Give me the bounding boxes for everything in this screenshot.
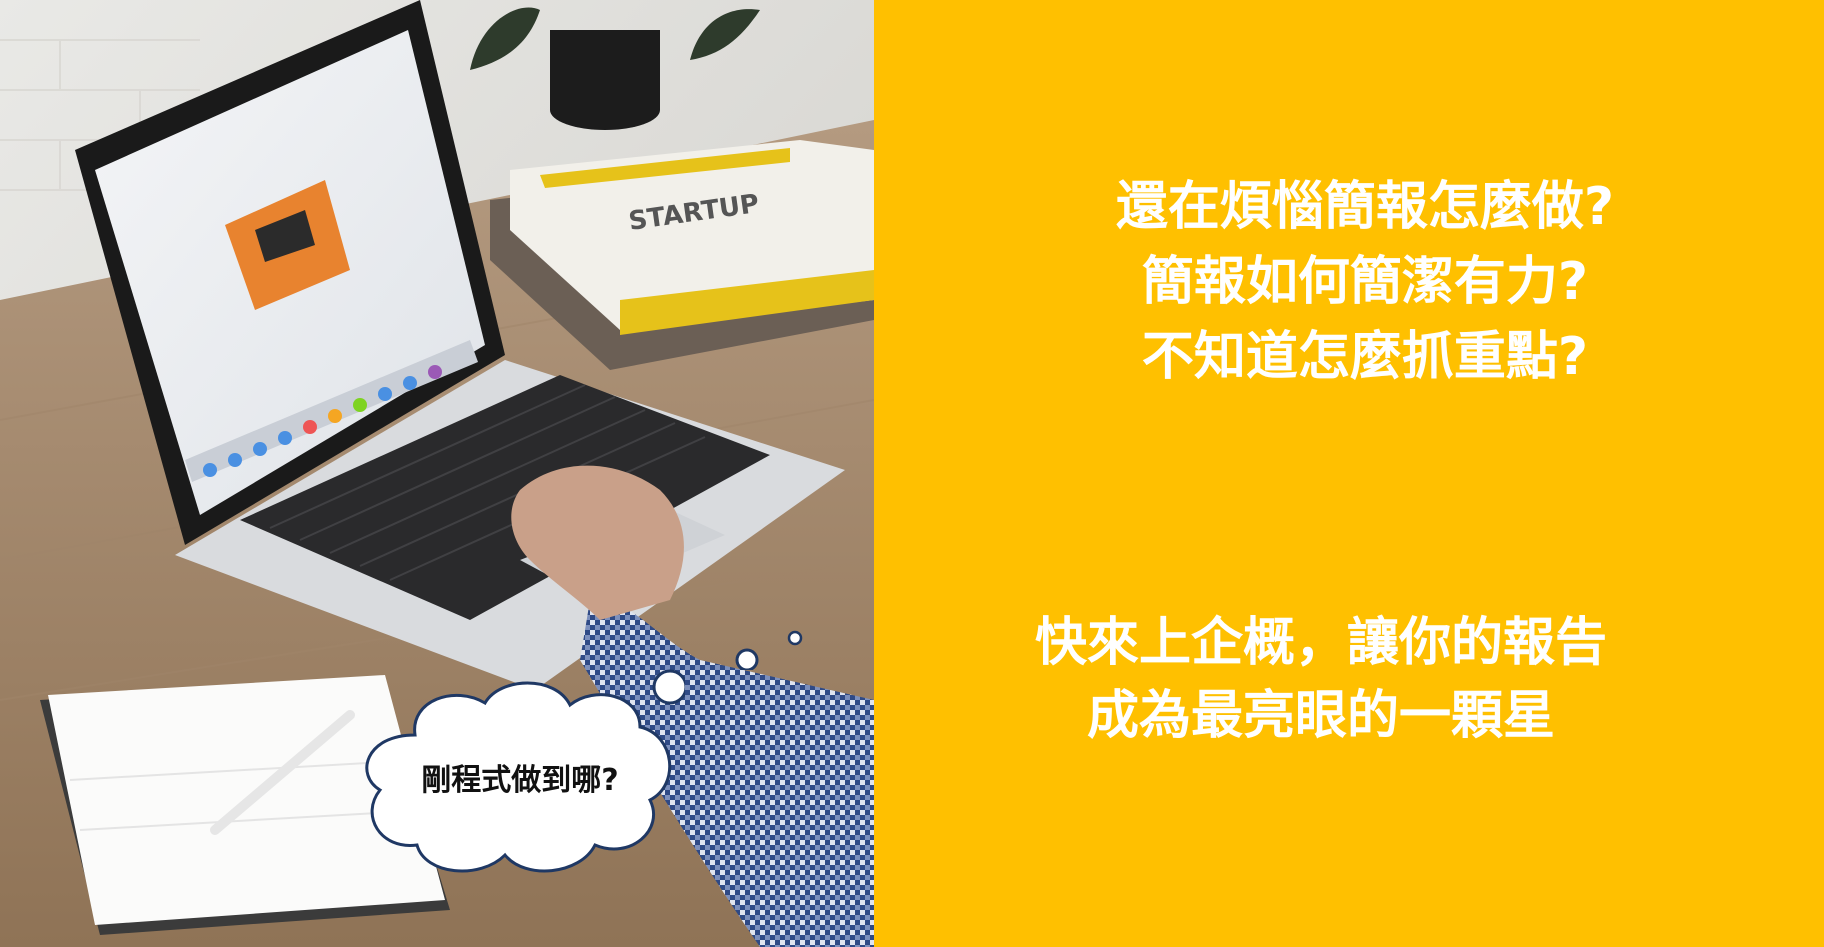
laptop bbox=[75, 0, 845, 690]
plant bbox=[470, 7, 760, 130]
question-line-1: 還在煩惱簡報怎麼做? bbox=[1115, 177, 1615, 237]
pen bbox=[210, 710, 355, 835]
thought-bubble-text: 剛程式做到哪? bbox=[421, 763, 619, 798]
yellow-panel: 還在煩惱簡報怎麼做? 簡報如何簡潔有力? 不知道怎麼抓重點? 快來上企概，讓你的… bbox=[874, 0, 1824, 947]
notebook bbox=[40, 675, 450, 935]
keyboard bbox=[240, 375, 770, 620]
call-to-action-block: 快來上企概，讓你的報告 成為最亮眼的一顆星 bbox=[846, 607, 1796, 753]
bubble-dot-medium bbox=[735, 648, 759, 670]
cta-line-1: 快來上企概，讓你的報告 bbox=[1034, 613, 1607, 673]
thought-bubble bbox=[365, 669, 685, 873]
bubble-dot-large bbox=[652, 669, 685, 705]
cta-line-2: 成為最亮眼的一顆星 bbox=[1086, 686, 1555, 746]
hand bbox=[511, 465, 684, 620]
questions-block: 還在煩惱簡報怎麼做? 簡報如何簡潔有力? 不知道怎麼抓重點? bbox=[890, 170, 1824, 395]
question-line-2: 簡報如何簡潔有力? bbox=[1141, 252, 1589, 312]
workspace-photo: STARTUP bbox=[0, 0, 874, 947]
bubble-dot-small bbox=[787, 630, 803, 646]
books-stack: STARTUP bbox=[490, 140, 874, 370]
question-line-3: 不知道怎麼抓重點? bbox=[1141, 327, 1589, 387]
bubble-trail bbox=[735, 630, 803, 670]
